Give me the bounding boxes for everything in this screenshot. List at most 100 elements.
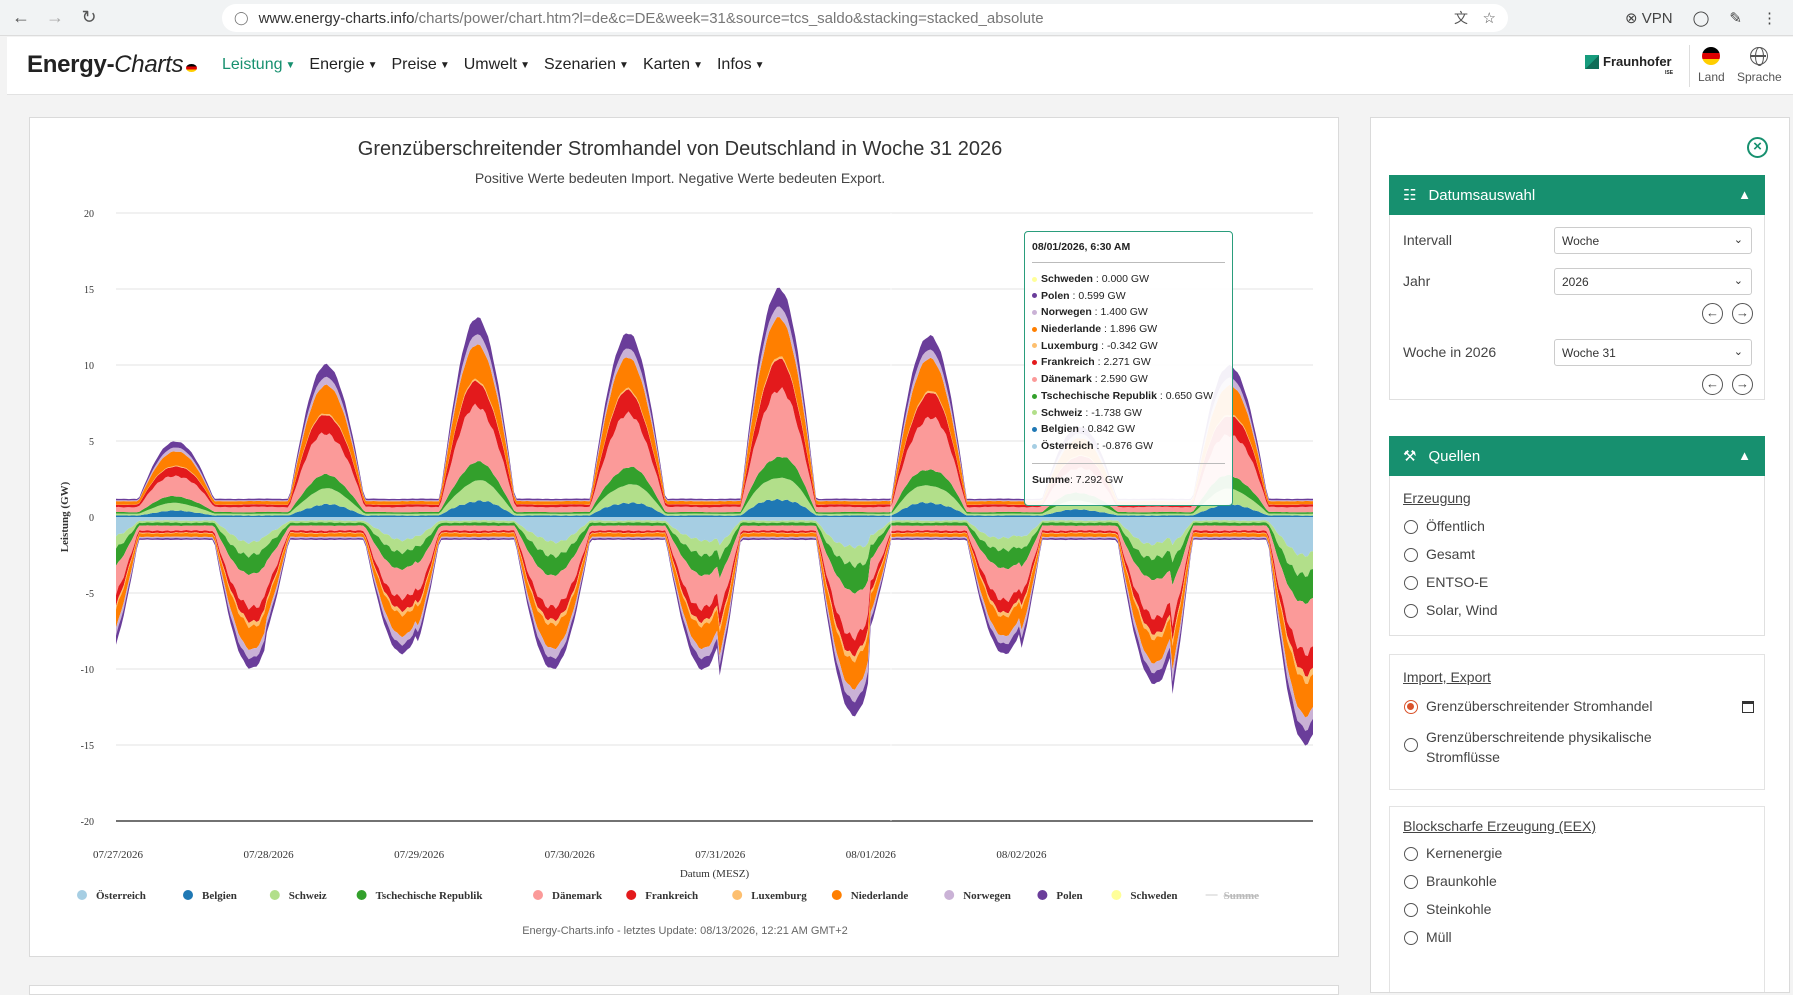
chevron-up-icon: ▲ (1738, 448, 1751, 463)
quellen-header[interactable]: ⚒ Quellen ▲ (1389, 436, 1765, 476)
y-tick-label: 10 (84, 361, 94, 372)
vpn-label: VPN (1641, 10, 1673, 27)
woche-next-button[interactable]: → (1732, 374, 1753, 395)
radio-braunkohle[interactable]: Braunkohle (1404, 873, 1497, 889)
tooltip-row: Polen : 0.599 GW (1032, 290, 1225, 307)
import-export-group: Import, Export Grenzüberschreitender Str… (1389, 654, 1765, 790)
x-tick-label: 07/30/2026 (545, 849, 596, 861)
vpn-badge[interactable]: ⊗ VPN (1625, 9, 1673, 27)
menu-label: Umwelt (463, 56, 518, 73)
main-menu: Leistung ▼ Energie ▼ Preise ▼ Umwelt ▼ Szena… (222, 56, 765, 74)
woche-select[interactable]: Woche 31 ⌄ (1554, 339, 1752, 366)
series-dot-icon (1032, 426, 1037, 432)
legend-item[interactable]: Norwegen (944, 890, 1011, 902)
area--sterreich-export (116, 517, 1313, 557)
jahr-previous-button[interactable]: ← (1702, 303, 1723, 324)
menu-umwelt[interactable]: Umwelt ▼ (464, 56, 530, 74)
calendar-icon: ☷ (1403, 187, 1417, 204)
profile-icon[interactable]: ◯ (1692, 10, 1710, 27)
translate-icon[interactable]: 文 (1454, 10, 1468, 26)
flag-germany-icon (186, 64, 198, 72)
radio-entso-e[interactable]: ENTSO-E (1404, 574, 1488, 590)
legend-item[interactable]: Tschechische Republik (356, 890, 484, 902)
legend-item[interactable]: Schweden (1111, 890, 1177, 902)
radio-circle (1404, 903, 1418, 917)
legend-item[interactable]: Polen (1037, 890, 1083, 902)
radio-muell[interactable]: Müll (1404, 929, 1452, 945)
calendar-icon[interactable] (1742, 701, 1754, 713)
y-tick-label: -15 (81, 741, 94, 752)
energy-charts-logo[interactable]: Energy-Charts (27, 51, 198, 79)
legend-label: Schweden (1130, 890, 1177, 902)
radio-oeffentlich[interactable]: Öffentlich (1404, 518, 1485, 534)
chevron-down-icon: ⌄ (1733, 275, 1743, 287)
header-divider (1689, 45, 1690, 87)
radio-stromhandel[interactable]: Grenzüberschreitender Stromhandel (1404, 698, 1652, 714)
chevron-down-icon: ▼ (439, 59, 450, 71)
legend-item[interactable]: Summe (1205, 890, 1260, 902)
series-dot-icon (1032, 443, 1037, 449)
globe-icon (1750, 47, 1769, 66)
legend-item[interactable]: Österreich (77, 889, 146, 902)
tooltip-row-value: 2.271 GW (1103, 356, 1151, 369)
intervall-select[interactable]: Woche ⌄ (1554, 227, 1752, 254)
radio-solar-wind[interactable]: Solar, Wind (1404, 602, 1498, 618)
bookmark-star-icon[interactable]: ☆ (1482, 10, 1496, 27)
legend-item[interactable]: Niederlande (831, 890, 909, 902)
tooltip-row-value: 0.842 GW (1087, 423, 1135, 436)
back-icon[interactable]: ← (12, 7, 30, 27)
radio-circle-selected (1404, 700, 1418, 714)
tooltip-row: Dänemark : 2.590 GW (1032, 373, 1225, 390)
land-label: Land (1698, 70, 1725, 84)
menu-energie[interactable]: Energie ▼ (309, 56, 377, 74)
datumsauswahl-header[interactable]: ☷ Datumsauswahl ▲ (1389, 175, 1765, 215)
radio-label: ENTSO-E (1426, 574, 1489, 590)
eex-group: Blockscharfe Erzeugung (EEX) Kernenergie… (1389, 806, 1765, 992)
legend-item[interactable]: Schweiz (269, 890, 327, 902)
menu-szenarien[interactable]: Szenarien ▼ (544, 56, 629, 74)
sprache-label: Sprache (1737, 70, 1782, 84)
radio-steinkohle[interactable]: Steinkohle (1404, 901, 1491, 917)
land-button[interactable]: Land (1698, 47, 1725, 84)
series-dot-icon (1032, 326, 1037, 332)
legend-item[interactable]: Frankreich (626, 890, 698, 902)
legend-label: Belgien (202, 890, 237, 902)
address-bar[interactable]: ◯ www.energy-charts.info/charts/power/ch… (222, 4, 1508, 32)
menu-leistung[interactable]: Leistung ▼ (222, 56, 295, 74)
fraunhofer-logo[interactable]: Fraunhofer ISE (1585, 54, 1673, 76)
chevron-down-icon: ▼ (285, 59, 296, 71)
radio-label: Solar, Wind (1426, 602, 1498, 618)
series-dot-icon (1032, 293, 1037, 299)
radio-kernenergie[interactable]: Kernenergie (1404, 845, 1502, 861)
y-tick-label: -10 (81, 665, 94, 676)
forward-icon[interactable]: → (46, 7, 64, 27)
series-dot-icon (1032, 343, 1037, 349)
sprache-button[interactable]: Sprache (1737, 47, 1782, 84)
legend-item[interactable]: Belgien (183, 890, 237, 902)
menu-label: Preise (391, 56, 437, 73)
chevron-down-icon: ⌄ (1733, 234, 1743, 246)
jahr-next-button[interactable]: → (1732, 303, 1753, 324)
menu-icon[interactable]: ⋮ (1762, 10, 1777, 27)
extensions-icon[interactable]: ✎ (1729, 10, 1742, 27)
tooltip-row: Schweiz : -1.738 GW (1032, 407, 1225, 424)
menu-label: Energie (309, 56, 365, 73)
reload-icon[interactable]: ↻ (81, 7, 97, 27)
site-info-icon[interactable]: ◯ (234, 10, 249, 25)
menu-infos[interactable]: Infos ▼ (717, 56, 765, 74)
radio-gesamt[interactable]: Gesamt (1404, 546, 1475, 562)
tooltip-row-value: 1.896 GW (1109, 323, 1158, 336)
legend-item[interactable]: Luxemburg (732, 890, 807, 902)
legend-item[interactable]: Dänemark (533, 890, 603, 902)
menu-karten[interactable]: Karten ▼ (643, 56, 703, 74)
tooltip-rows: Schweden : 0.000 GW Polen : 0.599 GW Norwe… (1032, 273, 1225, 457)
radio-circle (1404, 576, 1418, 590)
chevron-down-icon: ⌄ (1733, 346, 1743, 358)
woche-previous-button[interactable]: ← (1702, 374, 1723, 395)
menu-preise[interactable]: Preise ▼ (391, 56, 449, 74)
series-dot-icon (1032, 410, 1037, 416)
radio-label-line2: Stromflüsse (1426, 749, 1500, 765)
radio-physikalische-stromfluesse[interactable]: Grenzüberschreitende physikalische Stromf… (1404, 727, 1652, 767)
jahr-select[interactable]: 2026 ⌄ (1554, 268, 1752, 295)
close-icon[interactable]: × (1747, 137, 1768, 158)
